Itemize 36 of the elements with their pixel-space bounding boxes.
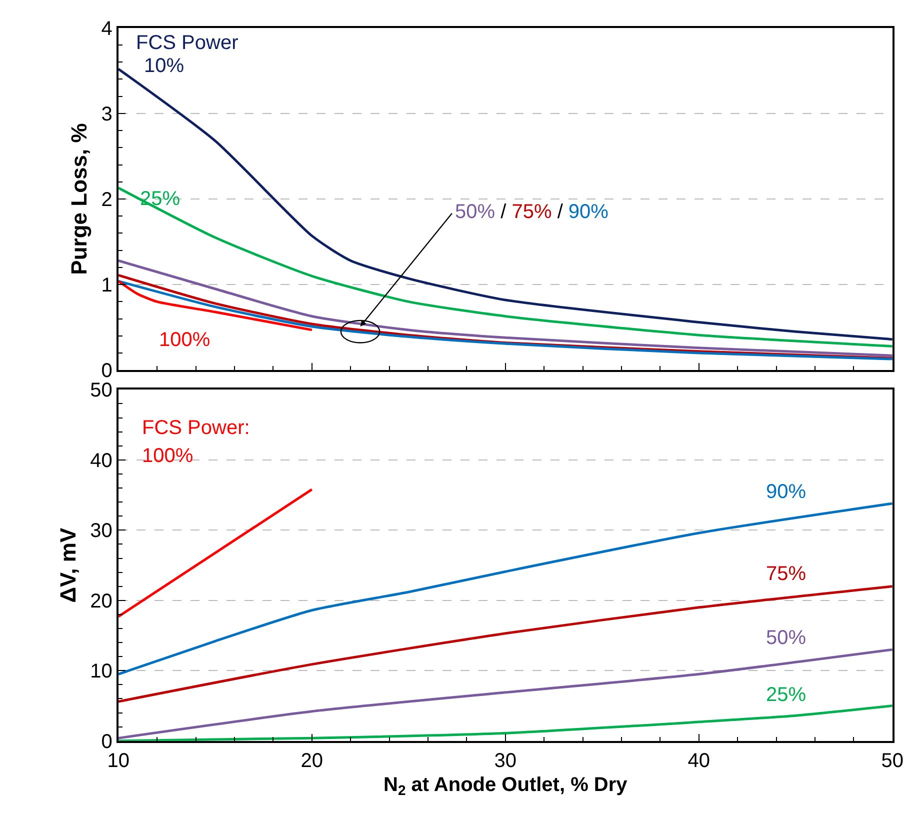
annotation: 50% / 75% / 90%: [455, 201, 609, 223]
annotation: FCS Power:: [142, 417, 250, 439]
y-tick-label: 40: [90, 450, 112, 472]
series-label: 90%: [766, 481, 806, 503]
y-tick-label: 4: [101, 18, 112, 40]
x-tick-label: 30: [494, 750, 517, 772]
y-tick-label: 1: [101, 274, 112, 297]
x-tick-label: 20: [300, 750, 324, 772]
series-label: 100%: [159, 329, 210, 351]
y-tick-label: 20: [90, 590, 112, 612]
text: 100%: [142, 445, 194, 467]
x-tick-label: 40: [688, 750, 710, 772]
line-series: [118, 280, 314, 332]
y-tick-label: 0: [101, 730, 112, 753]
line-series: [118, 502, 892, 676]
series-label: 25%: [766, 684, 806, 706]
x-tick-label: 50: [881, 750, 904, 772]
y-axis-title: Purge Loss, %: [66, 123, 92, 275]
line-series: [118, 186, 892, 348]
y-tick-label: 3: [101, 103, 112, 126]
y-tick-label: 50: [90, 380, 112, 402]
line-series: [118, 585, 892, 703]
line-series: [118, 704, 892, 741]
series-label: 25%: [140, 188, 180, 210]
series-label: 10%: [144, 55, 184, 77]
y-tick-label: 0: [101, 360, 112, 382]
series-label: 75%: [766, 563, 806, 585]
y-tick-label: 30: [90, 520, 112, 542]
series-label: 50%: [766, 627, 806, 649]
y-tick-label: 10: [90, 660, 112, 683]
line-series: [118, 259, 892, 357]
x-axis-title: N$_{2}$ at Anode Outlet, % Dry: [384, 774, 628, 798]
y-tick-label: 2: [101, 189, 112, 212]
y-axis-title: ΔV, mV: [55, 527, 80, 603]
annotation: FCS Power: [136, 32, 239, 54]
line-series: [118, 648, 892, 740]
